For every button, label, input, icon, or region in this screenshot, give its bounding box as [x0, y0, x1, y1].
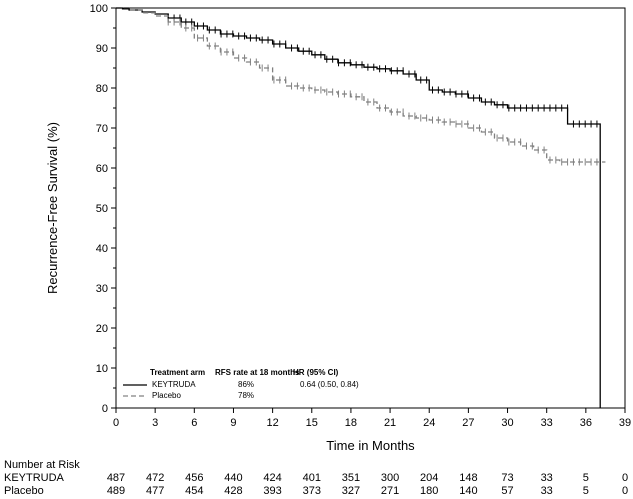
y-tick-label-10: 100 [90, 3, 108, 15]
y-tick-label-8: 80 [96, 83, 108, 95]
y-tick-label-9: 90 [96, 43, 108, 55]
x-tick-label-1: 3 [152, 417, 158, 429]
x-tick-label-10: 30 [501, 417, 513, 429]
risk-count-placebo-4: 393 [263, 485, 281, 497]
risk-row-label-placebo: Placebo [4, 485, 44, 497]
risk-count-placebo-8: 180 [420, 485, 438, 497]
risk-count-keytruda-7: 300 [381, 472, 399, 484]
x-tick-label-3: 9 [230, 417, 236, 429]
y-axis-title: Recurrence-Free Survival (%) [45, 122, 60, 294]
curves-layer [116, 7, 606, 408]
risk-count-placebo-11: 33 [541, 485, 553, 497]
risk-count-keytruda-3: 440 [224, 472, 242, 484]
risk-count-placebo-2: 454 [185, 485, 203, 497]
legend-header-arm: Treatment arm [150, 368, 205, 377]
legend-rate-placebo: 78% [238, 391, 254, 400]
risk-count-keytruda-13: 0 [622, 472, 628, 484]
y-ticks: 0 10 20 30 40 50 60 70 80 90 100 [90, 3, 116, 415]
risk-count-placebo-1: 477 [146, 485, 164, 497]
legend: Treatment arm RFS rate at 18 months HR (… [123, 368, 359, 400]
risk-count-keytruda-12: 5 [583, 472, 589, 484]
risk-count-placebo-7: 271 [381, 485, 399, 497]
risk-count-placebo-12: 5 [583, 485, 589, 497]
risk-count-placebo-13: 0 [622, 485, 628, 497]
risk-count-keytruda-10: 73 [501, 472, 513, 484]
legend-header-rate: RFS rate at 18 months [215, 368, 300, 377]
y-tick-label-7: 70 [96, 123, 108, 135]
risk-count-keytruda-5: 401 [303, 472, 321, 484]
risk-count-keytruda-0: 487 [107, 472, 125, 484]
x-tick-label-13: 39 [619, 417, 631, 429]
risk-count-keytruda-9: 148 [459, 472, 477, 484]
y-tick-label-5: 50 [96, 203, 108, 215]
legend-arm-placebo: Placebo [152, 391, 181, 400]
x-ticks: 0 3 6 9 12 15 18 21 24 27 30 33 36 39 [113, 408, 631, 429]
risk-count-placebo-10: 57 [501, 485, 513, 497]
risk-count-keytruda-6: 351 [342, 472, 360, 484]
y-tick-label-1: 10 [96, 363, 108, 375]
x-tick-label-4: 12 [266, 417, 278, 429]
legend-arm-keytruda: KEYTRUDA [152, 380, 196, 389]
censor-marks-placebo [167, 18, 598, 166]
plot-frame [115, 7, 626, 409]
y-tick-label-0: 0 [102, 403, 108, 415]
risk-table: Number at Risk KEYTRUDA Placebo 487 472 45… [4, 459, 628, 497]
y-tick-label-3: 30 [96, 283, 108, 295]
x-tick-label-7: 21 [384, 417, 396, 429]
x-tick-label-5: 15 [306, 417, 318, 429]
series-line-placebo [116, 7, 606, 163]
x-tick-label-12: 36 [580, 417, 592, 429]
censor-marks-keytruda [167, 14, 598, 128]
risk-count-keytruda-1: 472 [146, 472, 164, 484]
x-tick-label-8: 24 [423, 417, 435, 429]
x-tick-label-0: 0 [113, 417, 119, 429]
x-axis-title: Time in Months [326, 438, 415, 453]
y-tick-label-6: 60 [96, 163, 108, 175]
x-tick-label-11: 33 [541, 417, 553, 429]
risk-count-keytruda-8: 204 [420, 472, 438, 484]
risk-count-keytruda-4: 424 [263, 472, 281, 484]
legend-hr-keytruda: 0.64 (0.50, 0.84) [300, 380, 359, 389]
risk-count-placebo-0: 489 [107, 485, 125, 497]
x-tick-label-6: 18 [345, 417, 357, 429]
risk-count-placebo-5: 373 [303, 485, 321, 497]
y-tick-label-4: 40 [96, 243, 108, 255]
x-tick-label-2: 6 [191, 417, 197, 429]
risk-count-placebo-3: 428 [224, 485, 242, 497]
series-line-keytruda [116, 7, 601, 408]
legend-rate-keytruda: 86% [238, 380, 254, 389]
risk-counts: 487 472 456 440 424 401 351 300 204 148 73 33 5 0 489 4… [107, 472, 628, 497]
risk-count-keytruda-2: 456 [185, 472, 203, 484]
legend-header-hr: HR (95% CI) [293, 368, 339, 377]
risk-row-label-keytruda: KEYTRUDA [4, 472, 65, 484]
axes-layer [115, 7, 626, 409]
risk-count-placebo-6: 327 [342, 485, 360, 497]
y-tick-label-2: 20 [96, 323, 108, 335]
x-tick-label-9: 27 [462, 417, 474, 429]
risk-table-title: Number at Risk [4, 459, 80, 471]
risk-count-keytruda-11: 33 [541, 472, 553, 484]
risk-count-placebo-9: 140 [459, 485, 477, 497]
